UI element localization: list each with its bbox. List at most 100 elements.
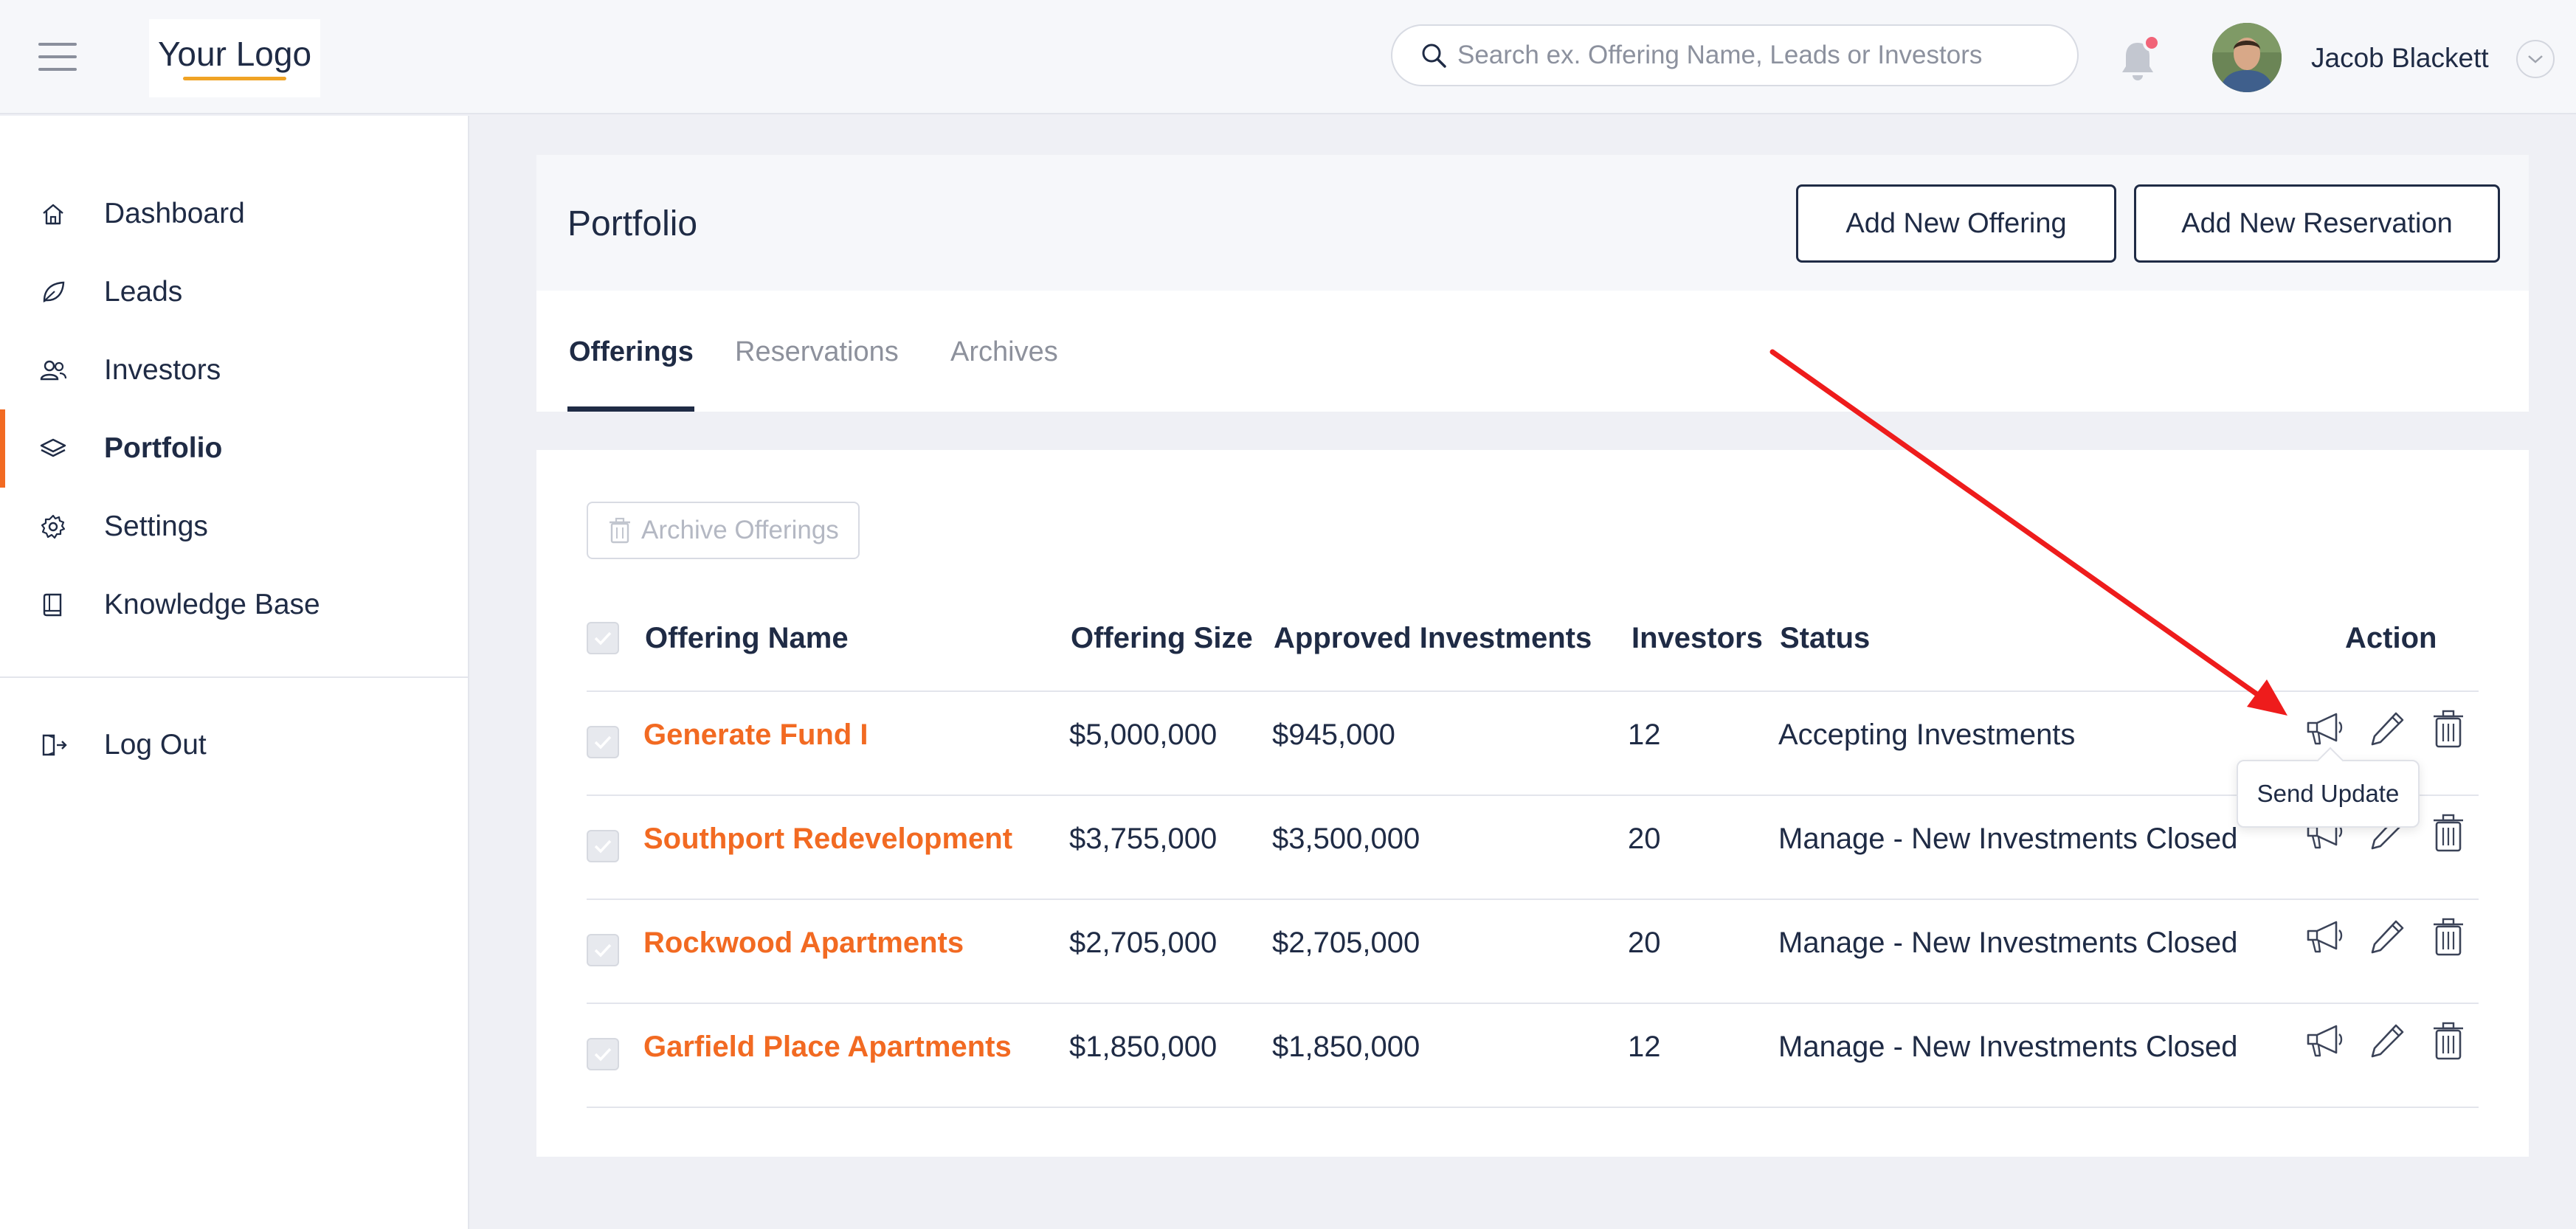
investor-count: 20 xyxy=(1628,927,1661,959)
select-all-checkbox[interactable] xyxy=(587,622,619,654)
avatar[interactable] xyxy=(2212,23,2282,92)
notification-dot xyxy=(2143,34,2161,52)
users-icon xyxy=(38,356,68,385)
trash-icon xyxy=(610,517,630,544)
megaphone-icon xyxy=(2307,921,2343,953)
row-divider xyxy=(587,1107,2479,1108)
add-new-reservation-button[interactable]: Add New Reservation xyxy=(2134,184,2500,263)
tab-reservations[interactable]: Reservations xyxy=(735,336,899,367)
row-divider xyxy=(587,899,2479,900)
sidebar-item-label: Log Out xyxy=(104,729,207,761)
sidebar-divider xyxy=(0,676,468,678)
sidebar-item-label: Portfolio xyxy=(104,432,223,464)
sidebar-item-label: Knowledge Base xyxy=(104,589,320,620)
investor-count: 20 xyxy=(1628,823,1661,855)
user-menu-toggle[interactable] xyxy=(2516,40,2555,78)
delete-button[interactable] xyxy=(2426,1019,2470,1063)
sidebar-item-label: Investors xyxy=(104,354,221,386)
edit-button[interactable] xyxy=(2365,707,2409,751)
sidebar-item-investors[interactable]: Investors xyxy=(0,331,468,409)
row-divider xyxy=(587,794,2479,796)
send-update-button[interactable] xyxy=(2302,1019,2347,1063)
logo-text: Your Logo xyxy=(157,34,312,73)
row-checkbox[interactable] xyxy=(587,830,619,862)
trash-icon xyxy=(2434,814,2463,852)
top-bar: Your Logo Jacob Blackett xyxy=(0,0,2576,114)
notification-bell[interactable] xyxy=(2119,34,2161,81)
user-name[interactable]: Jacob Blackett xyxy=(2311,43,2489,73)
archive-offerings-label: Archive Offerings xyxy=(641,516,839,544)
tab-offerings[interactable]: Offerings xyxy=(569,336,694,367)
offering-name-link[interactable]: Southport Redevelopment xyxy=(643,823,1013,855)
leaf-icon xyxy=(38,277,68,307)
search-input[interactable] xyxy=(1457,41,2033,70)
delete-button[interactable] xyxy=(2426,915,2470,959)
offering-name-link[interactable]: Rockwood Apartments xyxy=(643,927,964,959)
offering-size: $5,000,000 xyxy=(1069,719,1218,751)
send-update-tooltip: Send Update xyxy=(2237,760,2420,828)
avatar-image xyxy=(2212,23,2282,92)
offering-status: Accepting Investments xyxy=(1778,719,2076,751)
sidebar-item-knowledge-base[interactable]: Knowledge Base xyxy=(0,566,468,644)
offering-size: $2,705,000 xyxy=(1069,927,1218,959)
send-update-button[interactable] xyxy=(2302,707,2347,751)
approved-investments: $1,850,000 xyxy=(1272,1031,1420,1063)
edit-button[interactable] xyxy=(2365,1019,2409,1063)
approved-investments: $945,000 xyxy=(1272,719,1395,751)
column-header-investors[interactable]: Investors xyxy=(1631,622,1763,654)
check-icon xyxy=(594,631,612,645)
sidebar-item-label: Leads xyxy=(104,276,183,308)
page-header: Portfolio Add New Offering Add New Reser… xyxy=(536,155,2529,291)
sidebar-item-label: Settings xyxy=(104,510,208,542)
investor-count: 12 xyxy=(1628,719,1661,751)
add-new-offering-button[interactable]: Add New Offering xyxy=(1796,184,2116,263)
chevron-down-icon xyxy=(2528,55,2543,63)
tabs-bar: Offerings Reservations Archives xyxy=(536,291,2529,412)
approved-investments: $2,705,000 xyxy=(1272,927,1420,959)
check-icon xyxy=(594,1048,612,1062)
sidebar-item-label: Dashboard xyxy=(104,198,245,229)
logout-icon xyxy=(38,730,68,760)
offering-size: $3,755,000 xyxy=(1069,823,1218,855)
check-icon xyxy=(594,944,612,958)
logo-underline xyxy=(183,76,286,80)
column-header-action: Action xyxy=(2345,622,2437,654)
check-icon xyxy=(594,735,612,749)
offering-size: $1,850,000 xyxy=(1069,1031,1218,1063)
offering-status: Manage - New Investments Closed xyxy=(1778,927,2238,959)
pencil-icon xyxy=(2371,1024,2404,1058)
trash-icon xyxy=(2434,918,2463,956)
archive-offerings-button[interactable]: Archive Offerings xyxy=(587,502,860,559)
book-icon xyxy=(38,590,68,620)
megaphone-icon xyxy=(2307,713,2343,745)
column-header-approved-investments[interactable]: Approved Investments xyxy=(1274,622,1592,654)
tab-archives[interactable]: Archives xyxy=(950,336,1058,367)
column-header-offering-size[interactable]: Offering Size xyxy=(1071,622,1253,654)
send-update-button[interactable] xyxy=(2302,915,2347,959)
row-checkbox[interactable] xyxy=(587,934,619,966)
search-bar[interactable] xyxy=(1391,24,2079,86)
menu-icon[interactable] xyxy=(38,43,77,71)
sidebar-item-portfolio[interactable]: Portfolio xyxy=(0,409,468,488)
check-icon xyxy=(594,839,612,854)
home-icon xyxy=(38,199,68,229)
megaphone-icon xyxy=(2307,1025,2343,1057)
sidebar-item-leads[interactable]: Leads xyxy=(0,253,468,331)
row-checkbox[interactable] xyxy=(587,1038,619,1070)
row-checkbox[interactable] xyxy=(587,726,619,758)
trash-icon xyxy=(2434,710,2463,748)
offering-name-link[interactable]: Generate Fund I xyxy=(643,719,869,751)
delete-button[interactable] xyxy=(2426,811,2470,855)
sidebar-item-logout[interactable]: Log Out xyxy=(0,706,468,784)
sidebar-item-settings[interactable]: Settings xyxy=(0,488,468,566)
row-divider xyxy=(587,690,2479,692)
delete-button[interactable] xyxy=(2426,707,2470,751)
page-title: Portfolio xyxy=(567,204,698,243)
offering-name-link[interactable]: Garfield Place Apartments xyxy=(643,1031,1012,1063)
edit-button[interactable] xyxy=(2365,915,2409,959)
layers-icon xyxy=(38,434,68,463)
column-header-status[interactable]: Status xyxy=(1780,622,1871,654)
sidebar-item-dashboard[interactable]: Dashboard xyxy=(0,175,468,253)
column-header-offering-name[interactable]: Offering Name xyxy=(645,622,849,654)
logo[interactable]: Your Logo xyxy=(149,19,320,97)
